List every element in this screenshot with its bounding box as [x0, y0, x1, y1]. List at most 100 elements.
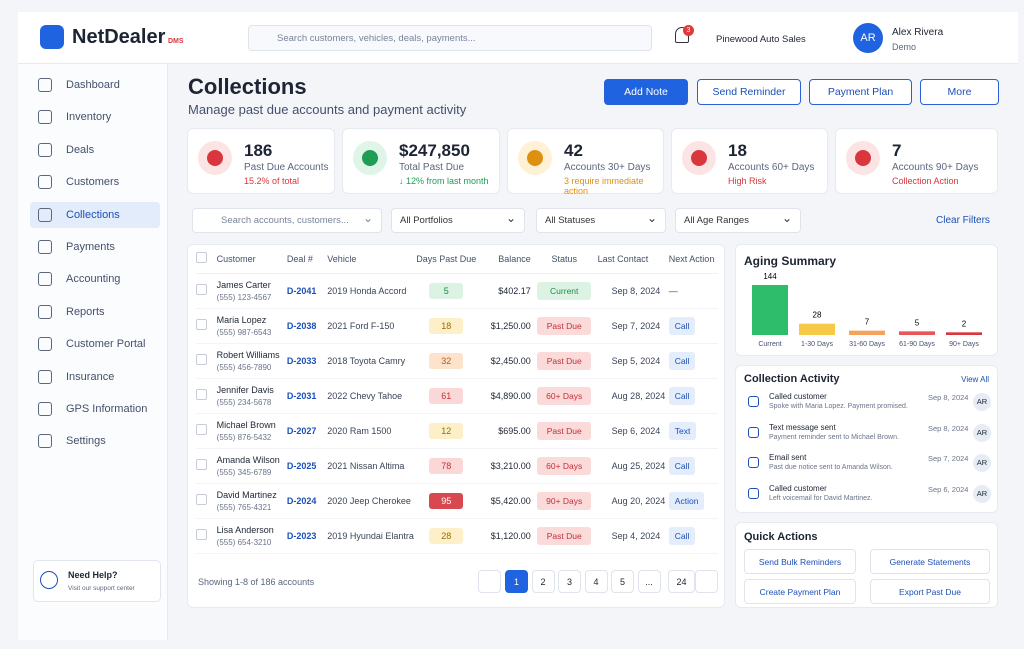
next-action[interactable]: —	[668, 285, 678, 296]
activity-title: Collection Activity	[744, 373, 840, 385]
checkbox[interactable]	[196, 424, 207, 435]
kpi-value: 42	[564, 141, 583, 160]
quick-action[interactable]: Export Past Due	[870, 579, 990, 604]
nav-item[interactable]: Settings	[30, 428, 160, 454]
deal-number[interactable]: D-2025	[286, 460, 317, 471]
kpi-icon	[198, 141, 232, 175]
page-button[interactable]: ...	[637, 570, 661, 593]
next-action[interactable]: Call	[668, 316, 696, 335]
days-badge: 32	[429, 352, 464, 369]
global-search[interactable]: Search customers, vehicles, deals, payme…	[248, 25, 652, 51]
next-action[interactable]: Action	[668, 491, 705, 510]
nav-item[interactable]: Deals	[30, 137, 160, 163]
customer-name: Lisa Anderson	[216, 524, 274, 535]
user-avatar[interactable]: AR	[853, 23, 883, 53]
page-button[interactable]: 5	[611, 570, 634, 593]
nav-item[interactable]: Collections	[30, 201, 160, 228]
nav-icon	[38, 402, 52, 416]
nav-item[interactable]: Payments	[30, 234, 160, 260]
checkbox[interactable]	[196, 284, 207, 295]
category-label: 1-30 Days	[801, 341, 833, 348]
vehicle: 2021 Nissan Altima	[327, 460, 405, 471]
page-button[interactable]: 3	[558, 570, 581, 593]
cell	[196, 378, 217, 413]
cell: Call	[668, 448, 718, 483]
activity-avatar: AR	[973, 484, 991, 503]
balance: $1,120.00	[490, 530, 531, 541]
nav-icon	[38, 272, 52, 287]
vehicle: 2020 Ram 1500	[327, 425, 392, 436]
last-contact: Aug 28, 2024	[611, 390, 666, 401]
nav-item[interactable]: Accounting	[30, 266, 160, 292]
table-row: Maria Lopez (555) 987-6543 D-2038 2021 Ford…	[196, 308, 718, 343]
kpi-note: 3 require immediate action	[564, 176, 644, 196]
activity-title: Email sent	[769, 453, 807, 462]
deal-number[interactable]: D-2041	[286, 285, 317, 296]
checkbox[interactable]	[196, 319, 207, 330]
customer-name: Robert Williams	[216, 349, 280, 360]
next-action[interactable]: Text	[668, 421, 697, 440]
kpi-card: 7 Accounts 90+ Days Collection Action	[835, 128, 998, 194]
cell	[196, 308, 217, 343]
table-search[interactable]: Search accounts, customers...	[192, 208, 382, 233]
customer-name: James Carter	[216, 279, 271, 290]
cell: 32	[414, 343, 479, 378]
days-badge: 61	[429, 387, 464, 404]
help-box[interactable]: Need Help? Visit our support center	[33, 560, 161, 602]
cell: David Martinez (555) 765-4321	[217, 483, 287, 518]
quick-action[interactable]: Generate Statements	[870, 549, 990, 574]
page-button[interactable]: 1	[505, 570, 528, 593]
deal-number[interactable]: D-2024	[286, 495, 317, 506]
kpi-icon-dot	[362, 150, 378, 166]
page-prev[interactable]	[478, 570, 501, 593]
clear-filters[interactable]: Clear Filters	[936, 215, 990, 226]
deal-number[interactable]: D-2023	[286, 530, 317, 541]
customer-phone: (555) 456-7890	[216, 362, 272, 372]
top-bar: NetDealer DMS Search customers, vehicles…	[18, 12, 1018, 64]
nav-label: Inventory	[66, 111, 112, 124]
checkbox[interactable]	[196, 252, 207, 264]
next-action[interactable]: Call	[668, 526, 696, 545]
page-button[interactable]: 24	[668, 570, 695, 593]
nav-item[interactable]: Inventory	[30, 104, 160, 130]
activity-avatar: AR	[973, 423, 991, 442]
cell: Past Due	[531, 518, 598, 553]
next-action[interactable]: Call	[668, 456, 696, 475]
nav-icon	[38, 142, 52, 157]
nav-item[interactable]: Customer Portal	[30, 331, 160, 357]
cell: Jennifer Davis (555) 234-5678	[217, 378, 287, 413]
checkbox[interactable]	[196, 529, 207, 540]
checkbox[interactable]	[196, 459, 207, 470]
table-row: Jennifer Davis (555) 234-5678 D-2031 2022 C…	[196, 378, 718, 413]
cell: 60+ Days	[531, 448, 598, 483]
kpi-label: Accounts 30+ Days	[564, 162, 651, 173]
quick-action[interactable]: Create Payment Plan	[744, 579, 856, 604]
nav-item[interactable]: Insurance	[30, 364, 160, 390]
view-all[interactable]: View All	[961, 375, 989, 384]
page-next[interactable]	[695, 570, 718, 593]
nav-item[interactable]: Customers	[30, 169, 160, 195]
checkbox[interactable]	[196, 494, 207, 505]
filter-dropdown[interactable]: All Age Ranges	[675, 208, 801, 233]
checkbox[interactable]	[196, 354, 207, 365]
next-action[interactable]: Call	[668, 351, 696, 370]
page-button[interactable]: 4	[584, 570, 608, 593]
nav-item[interactable]: Reports	[30, 299, 160, 325]
deal-number[interactable]: D-2027	[286, 425, 317, 436]
page-button[interactable]: 2	[531, 570, 555, 593]
nav-item[interactable]: GPS Information	[30, 396, 160, 422]
dealer-select[interactable]: Pinewood Auto Sales	[716, 34, 806, 45]
deal-number[interactable]: D-2031	[286, 390, 317, 401]
filter-dropdown[interactable]: All Statuses	[536, 208, 666, 233]
action-button[interactable]: Send Reminder	[697, 79, 801, 105]
checkbox[interactable]	[196, 389, 207, 400]
filter-dropdown[interactable]: All Portfolios	[391, 208, 525, 233]
nav-item[interactable]: Dashboard	[30, 72, 160, 98]
quick-action[interactable]: Send Bulk Reminders	[744, 549, 856, 574]
action-button[interactable]: Payment Plan	[809, 79, 912, 105]
deal-number[interactable]: D-2033	[286, 355, 317, 366]
action-button[interactable]: More	[920, 79, 999, 105]
deal-number[interactable]: D-2038	[286, 320, 317, 331]
action-button[interactable]: Add Note	[604, 79, 688, 105]
next-action[interactable]: Call	[668, 386, 696, 405]
